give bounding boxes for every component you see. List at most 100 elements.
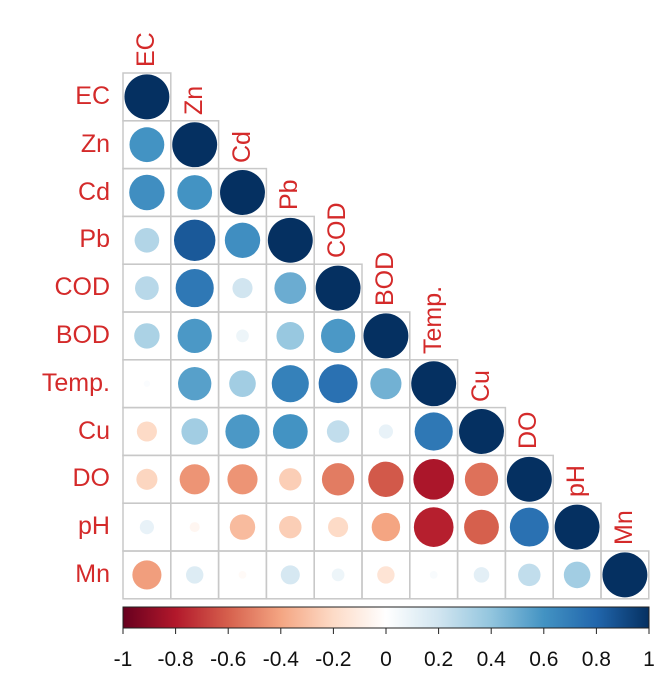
column-label: Cu [466, 369, 495, 402]
correlation-circle-Cd-EC [129, 174, 165, 211]
colorbar-tick-label: 0 [380, 648, 392, 671]
correlation-circle-Cd-Cd [220, 170, 265, 215]
colorbar-tick-label: 1 [643, 648, 655, 671]
correlation-circle-Cu-Pb [272, 414, 308, 449]
column-label: Cd [227, 130, 256, 163]
correlation-circle-COD-EC [135, 276, 159, 300]
row-label: pH [78, 512, 110, 541]
correlation-circle-COD-Cd [232, 278, 253, 299]
correlation-circle-BOD-EC [134, 323, 160, 349]
correlation-circle-DO-Cu [464, 462, 499, 496]
column-label: COD [323, 202, 352, 259]
correlation-circle-DO-DO [506, 456, 552, 502]
colorbar-tick-label: 0.2 [423, 648, 454, 671]
column-label: pH [562, 465, 591, 498]
column-label: EC [131, 32, 160, 67]
column-label: Temp. [418, 285, 447, 354]
grid-cell [600, 550, 650, 600]
correlation-circle-BOD-Pb [276, 322, 305, 350]
correlation-circle-COD-Pb [274, 272, 307, 304]
correlation-circle-Temp.-COD [318, 364, 358, 404]
row-label: Pb [79, 225, 110, 254]
correlation-circle-Mn-Zn [185, 566, 204, 584]
correlation-circle-Mn-Cd [238, 571, 247, 579]
correlation-circle-Temp.-Pb [271, 365, 309, 403]
correlation-circle-Pb-EC [134, 227, 160, 253]
row-label: DO [72, 464, 111, 493]
column-label: BOD [370, 251, 399, 306]
correlation-circle-Mn-COD [331, 568, 345, 582]
row-label: Zn [80, 129, 110, 158]
correlation-circle-Mn-EC [132, 560, 162, 590]
row-label: Mn [75, 559, 110, 588]
colorbar-tick-label: 0.6 [529, 648, 559, 671]
correlation-circle-Mn-DO [518, 563, 541, 587]
correlation-circle-pH-Cu [464, 509, 499, 545]
correlation-circle-Zn-Zn [172, 122, 218, 168]
correlation-circle-BOD-BOD [363, 313, 409, 359]
row-label: EC [75, 81, 110, 110]
correlation-circle-Cu-Cu [459, 409, 504, 454]
correlation-circle-BOD-COD [320, 318, 356, 354]
row-labels: EC Zn Cd Pb COD BOD Temp. Cu DO pH Mn [0, 0, 110, 681]
correlation-circle-Temp.-Cd [229, 370, 256, 397]
correlation-circle-Cu-Cd [225, 414, 260, 449]
correlation-circle-Cu-BOD [378, 424, 394, 439]
correlation-circle-Pb-Zn [173, 219, 216, 262]
correlation-circle-DO-Zn [179, 464, 210, 495]
correlation-circle-Cu-Temp. [414, 412, 453, 451]
correlation-circle-pH-BOD [371, 512, 401, 542]
column-label: Pb [275, 179, 304, 211]
colorbar [122, 606, 650, 629]
correlation-circle-pH-EC [139, 519, 155, 535]
row-label: Temp. [41, 368, 110, 397]
colorbar-tick-label: 0.8 [581, 648, 611, 671]
correlation-circle-Pb-Cd [224, 222, 261, 258]
correlation-circle-Mn-Cu [473, 567, 490, 583]
correlation-circle-pH-Zn [189, 522, 200, 533]
correlation-circle-EC-EC [124, 74, 170, 120]
correlation-circle-DO-COD [321, 463, 355, 496]
colorbar-tick-label: -0.4 [262, 648, 299, 671]
correlation-circle-pH-pH [554, 504, 600, 550]
correlation-circle-Mn-Mn [602, 552, 648, 598]
correlation-grid [122, 72, 650, 600]
correlation-circle-Cu-Zn [181, 418, 208, 445]
colorbar-tick-label: -0.6 [210, 648, 247, 671]
correlation-circle-COD-COD [315, 265, 361, 311]
correlation-circle-Mn-pH [563, 561, 591, 589]
column-label: Mn [609, 510, 638, 545]
correlation-circle-pH-DO [509, 507, 549, 547]
correlation-circle-Temp.-EC [143, 380, 151, 387]
correlation-circle-DO-Pb [279, 468, 302, 491]
correlation-circle-Pb-Pb [267, 217, 313, 263]
correlation-circle-Mn-BOD [377, 566, 395, 584]
correlation-circle-pH-Temp. [413, 507, 454, 547]
column-label: Zn [179, 85, 208, 115]
correlation-circle-Cd-Zn [177, 175, 213, 210]
correlation-circle-DO-Temp. [413, 458, 455, 500]
colorbar-tick-label: -0.2 [315, 648, 352, 671]
correlation-circle-COD-Zn [175, 269, 214, 308]
correlation-circle-Cu-EC [136, 421, 157, 442]
colorbar-tick-label: -1 [113, 648, 133, 671]
row-label: COD [54, 273, 110, 302]
correlation-circles [124, 74, 648, 598]
row-label: BOD [55, 320, 110, 349]
correlation-circle-Zn-EC [129, 127, 165, 163]
correlation-circle-DO-EC [136, 468, 158, 490]
correlation-circle-pH-COD [328, 517, 349, 538]
correlation-circle-BOD-Cd [236, 329, 249, 343]
column-label: DO [514, 411, 543, 450]
correlation-circle-pH-Pb [279, 515, 302, 539]
correlation-circle-pH-Cd [229, 514, 256, 540]
row-label: Cu [78, 416, 110, 445]
correlation-circle-Mn-Pb [280, 565, 300, 585]
correlation-circle-BOD-Zn [177, 318, 212, 354]
colorbar-ticks [122, 628, 650, 634]
correlation-circle-Cu-COD [326, 420, 350, 443]
correlation-circle-DO-BOD [368, 461, 404, 497]
row-label: Cd [78, 177, 110, 206]
colorbar-tick-label: -0.8 [157, 648, 194, 671]
